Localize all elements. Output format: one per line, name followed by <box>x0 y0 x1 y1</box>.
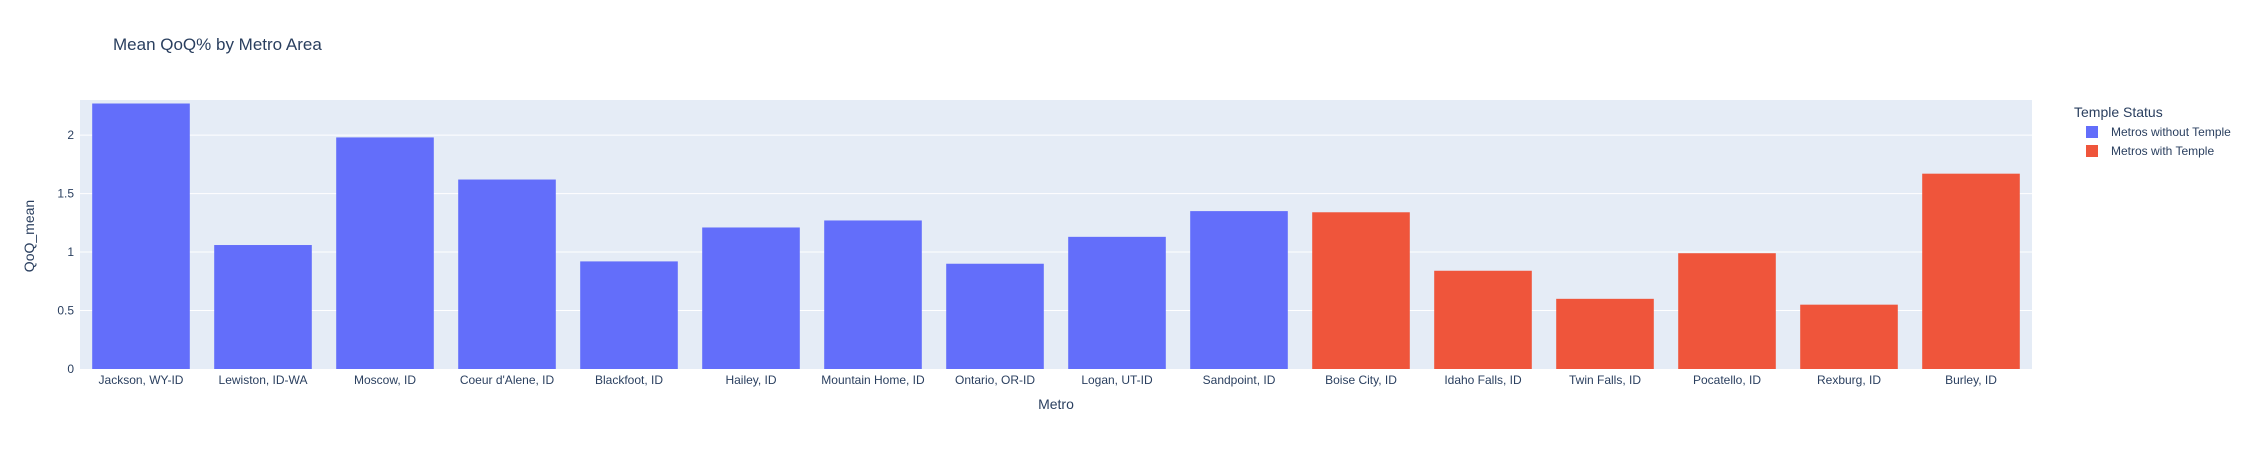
bar[interactable] <box>1190 211 1288 369</box>
x-tick-label: Jackson, WY-ID <box>99 373 184 387</box>
bar[interactable] <box>1068 236 1166 369</box>
legend-item-label[interactable]: Metros without Temple <box>2111 125 2231 139</box>
legend-swatch[interactable] <box>2086 145 2098 157</box>
x-tick-label: Hailey, ID <box>725 373 776 387</box>
legend-item-label[interactable]: Metros with Temple <box>2111 144 2214 158</box>
x-axis-ticks: Jackson, WY-ID Lewiston, ID-WA Moscow, ID C… <box>99 373 1998 387</box>
bar[interactable] <box>1922 173 2020 369</box>
chart-title: Mean QoQ% by Metro Area <box>113 35 322 54</box>
x-tick-label: Ontario, OR-ID <box>955 373 1035 387</box>
bar[interactable] <box>1434 270 1532 369</box>
bar[interactable] <box>1800 304 1898 369</box>
legend-title: Temple Status <box>2074 104 2163 120</box>
x-tick-label: Burley, ID <box>1945 373 1997 387</box>
bar[interactable] <box>1556 298 1654 369</box>
bar[interactable] <box>946 263 1044 369</box>
legend: Temple Status Metros without Temple Metro… <box>2074 104 2231 158</box>
y-tick-label: 2 <box>67 128 74 142</box>
bar[interactable] <box>1678 253 1776 369</box>
bar[interactable] <box>702 227 800 369</box>
bar[interactable] <box>1312 212 1410 369</box>
x-tick-label: Boise City, ID <box>1325 373 1397 387</box>
bar[interactable] <box>580 261 678 369</box>
x-tick-label: Twin Falls, ID <box>1569 373 1641 387</box>
x-tick-label: Blackfoot, ID <box>595 373 663 387</box>
bar[interactable] <box>458 179 556 369</box>
y-axis-label: QoQ_mean <box>21 200 37 272</box>
x-tick-label: Pocatello, ID <box>1693 373 1761 387</box>
bars <box>92 103 2020 369</box>
y-axis-ticks: 0 0.5 1 1.5 2 <box>57 128 74 376</box>
y-tick-label: 1.5 <box>57 187 74 201</box>
x-tick-label: Idaho Falls, ID <box>1444 373 1522 387</box>
x-tick-label: Mountain Home, ID <box>821 373 925 387</box>
y-tick-label: 1 <box>67 245 74 259</box>
bar[interactable] <box>92 103 190 369</box>
x-tick-label: Sandpoint, ID <box>1203 373 1276 387</box>
x-tick-label: Moscow, ID <box>354 373 416 387</box>
bar[interactable] <box>214 245 312 369</box>
x-axis-label: Metro <box>1038 396 1074 412</box>
legend-swatch[interactable] <box>2086 126 2098 138</box>
bar[interactable] <box>824 220 922 369</box>
y-tick-label: 0.5 <box>57 304 74 318</box>
x-tick-label: Lewiston, ID-WA <box>219 373 308 387</box>
x-tick-label: Rexburg, ID <box>1817 373 1881 387</box>
bar[interactable] <box>336 137 434 369</box>
y-tick-label: 0 <box>67 362 74 376</box>
x-tick-label: Coeur d'Alene, ID <box>460 373 555 387</box>
x-tick-label: Logan, UT-ID <box>1081 373 1153 387</box>
